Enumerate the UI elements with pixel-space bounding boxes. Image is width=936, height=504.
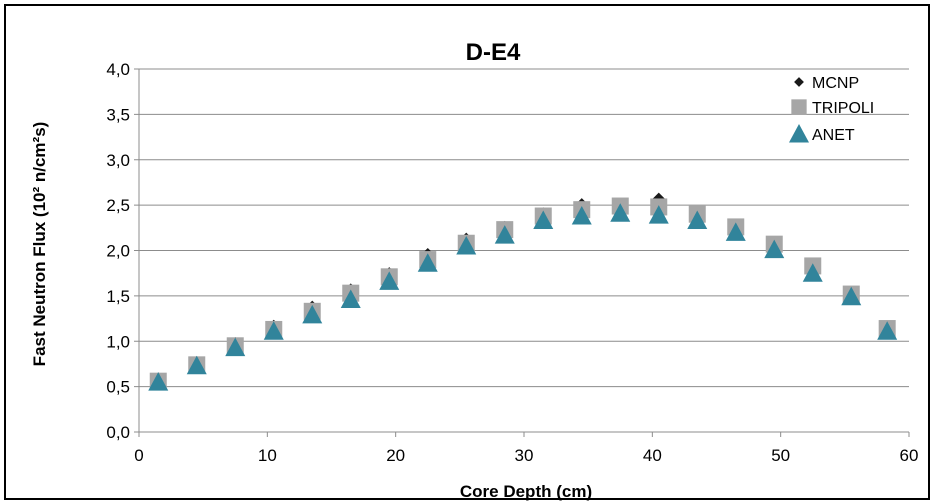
data-markers — [148, 192, 898, 391]
chart-frame: 0,0 0,5 1,0 1,5 2,0 2,5 3,0 3,5 4,0 0 10 20 30 40 50 6… — [4, 4, 930, 501]
y-tick-label: 1,5 — [106, 287, 130, 306]
anet-point — [186, 355, 207, 375]
anet-point — [841, 286, 862, 306]
legend-tripoli-marker — [791, 99, 807, 115]
legend-anet-label: ANET — [812, 127, 855, 144]
x-tick-label: 0 — [134, 446, 143, 465]
y-tick-label: 3,5 — [106, 105, 130, 124]
y-tick-label: 3,0 — [106, 151, 130, 170]
anet-point — [263, 321, 284, 340]
legend-mcnp-label: MCNP — [812, 75, 859, 92]
y-tick-label: 0,0 — [106, 423, 130, 442]
anet-point — [494, 225, 515, 244]
legend: MCNP TRIPOLI ANET — [789, 75, 874, 144]
chart-title: D-E4 — [466, 39, 521, 66]
anet-point — [417, 253, 438, 272]
legend-anet-marker — [789, 124, 809, 143]
legend-tripoli-label: TRIPOLI — [812, 100, 874, 117]
anet-point — [225, 337, 246, 357]
anet-point — [148, 372, 169, 391]
anet-point — [302, 304, 323, 324]
y-tick-label: 2,0 — [106, 242, 130, 261]
y-tick-label: 0,5 — [106, 378, 130, 397]
anet-point — [648, 205, 669, 224]
axes — [134, 68, 910, 437]
anet-point — [379, 271, 400, 290]
anet-point — [802, 263, 823, 282]
chart-svg: 0,0 0,5 1,0 1,5 2,0 2,5 3,0 3,5 4,0 0 10 20 30 40 50 6… — [30, 39, 918, 501]
anet-point — [877, 321, 898, 340]
x-tick-labels: 0 10 20 30 40 50 60 — [134, 446, 918, 465]
y-axis-title: Fast Neutron Flux (10² n/cm²s) — [30, 122, 49, 367]
x-tick-label: 40 — [643, 446, 662, 465]
anet-point — [533, 210, 554, 230]
y-tick-label: 2,5 — [106, 196, 130, 215]
x-tick-label: 50 — [771, 446, 790, 465]
anet-point — [456, 235, 477, 255]
anet-point — [764, 239, 785, 259]
anet-point — [571, 206, 592, 225]
y-tick-label: 1,0 — [106, 332, 130, 351]
anet-point — [687, 210, 708, 230]
y-tick-labels: 0,0 0,5 1,0 1,5 2,0 2,5 3,0 3,5 4,0 — [106, 60, 130, 442]
grid-lines — [139, 68, 909, 388]
x-tick-label: 10 — [258, 446, 277, 465]
x-tick-label: 60 — [900, 446, 919, 465]
legend-mcnp-marker — [794, 77, 804, 87]
x-tick-label: 30 — [515, 446, 534, 465]
x-tick-label: 20 — [386, 446, 405, 465]
x-axis-title: Core Depth (cm) — [460, 482, 592, 501]
anet-point — [725, 222, 746, 241]
y-tick-label: 4,0 — [106, 60, 130, 79]
anet-point — [340, 289, 361, 309]
anet-point — [610, 203, 631, 222]
